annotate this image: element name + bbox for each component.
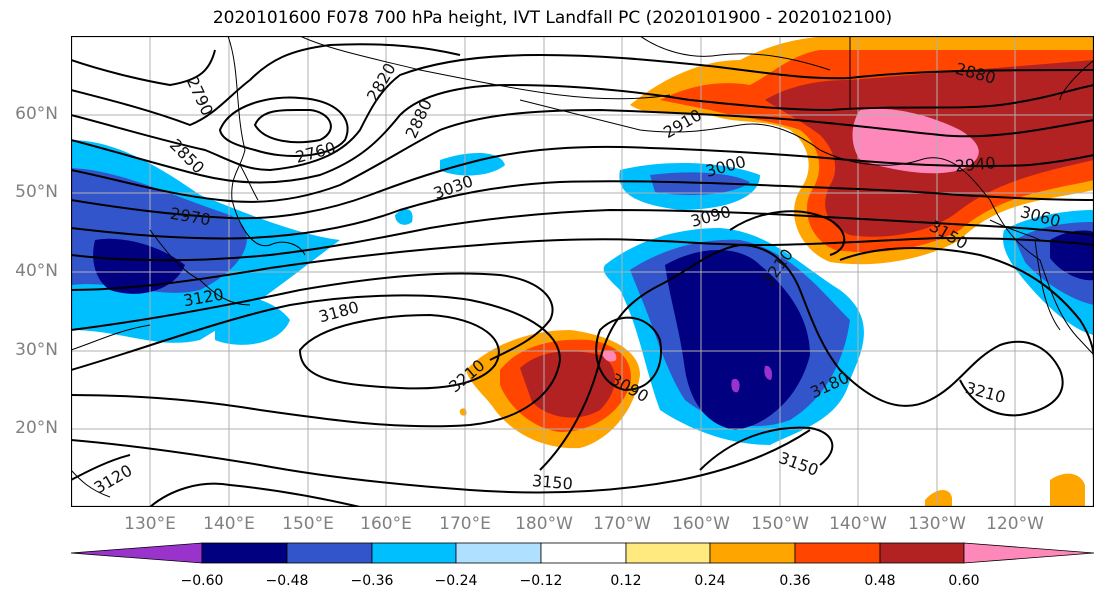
colorbar-tick: 0.12 <box>610 573 642 589</box>
colorbar-extend-high <box>963 542 1095 564</box>
lat-label-30n: 30°N <box>15 340 58 360</box>
colorbar-segment <box>201 542 288 564</box>
lon-label-130e: 130°E <box>124 514 176 534</box>
colorbar-tick: −0.24 <box>434 573 478 589</box>
colorbar-tick: −0.12 <box>519 573 563 589</box>
lon-label-140w: 140°W <box>829 514 887 534</box>
height-contours <box>71 43 1094 507</box>
colorbar-tick: 0.36 <box>779 573 811 589</box>
colorbar-segment <box>879 542 965 564</box>
contour-label: 2940 <box>954 153 996 175</box>
colorbar-tick: 0.48 <box>864 573 896 589</box>
colorbar-tick: 0.60 <box>948 573 980 589</box>
lat-label-50n: 50°N <box>15 182 58 202</box>
colorbar-tick: −0.36 <box>350 573 394 589</box>
colorbar-tick: −0.48 <box>265 573 309 589</box>
lon-label-170w: 170°W <box>593 514 651 534</box>
lon-label-150w: 150°W <box>751 514 809 534</box>
ivt-negative-shading <box>71 140 1094 445</box>
lon-label-130w: 130°W <box>908 514 966 534</box>
colorbar-segment <box>371 542 457 564</box>
colorbar <box>70 542 1095 564</box>
lon-label-120w: 120°W <box>986 514 1044 534</box>
map-panel: 2790 2820 2880 2760 2850 2910 2880 3000 … <box>71 36 1094 507</box>
lon-label-150e: 150°E <box>282 514 334 534</box>
colorbar-tick: −0.60 <box>180 573 224 589</box>
colorbar-segment <box>794 542 881 564</box>
lat-label-20n: 20°N <box>15 418 58 438</box>
lon-label-160w: 160°W <box>672 514 730 534</box>
colorbar-extend-low <box>70 542 203 564</box>
lat-label-40n: 40°N <box>15 261 58 281</box>
colorbar-segment <box>709 542 796 564</box>
map-title: 2020101600 F078 700 hPa height, IVT Land… <box>212 8 893 28</box>
ivt-positive-shading <box>459 36 1094 507</box>
colorbar-segment <box>540 542 627 564</box>
lon-label-160e: 160°E <box>360 514 412 534</box>
contour-label: 3150 <box>531 471 573 493</box>
lon-label-180w: 180°W <box>515 514 573 534</box>
colorbar-segment <box>455 542 542 564</box>
lat-label-60n: 60°N <box>15 104 58 124</box>
colorbar-segment <box>286 542 373 564</box>
colorbar-segment <box>625 542 711 564</box>
colorbar-tick: 0.24 <box>694 573 726 589</box>
lon-label-140e: 140°E <box>203 514 255 534</box>
lon-label-170e: 170°E <box>439 514 491 534</box>
